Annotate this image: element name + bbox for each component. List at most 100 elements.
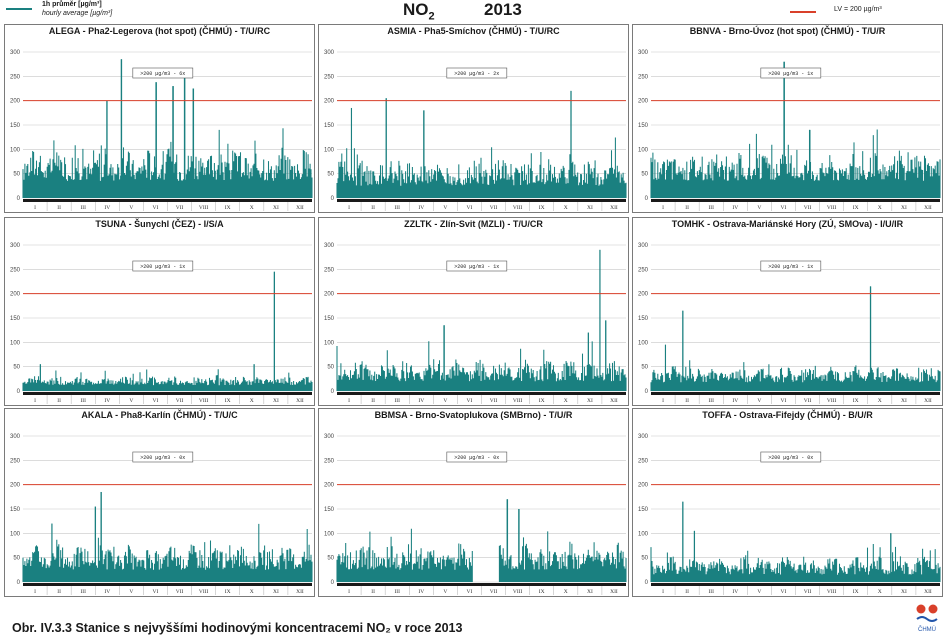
y-tick-label: 300 xyxy=(638,434,649,440)
figure-header: NO2 2013 xyxy=(0,0,945,22)
month-tick-label: III xyxy=(80,398,86,404)
y-tick-label: 50 xyxy=(13,556,20,562)
station-chart: BBNVA - Brno-Úvoz (hot spot) (ČHMÚ) - T/… xyxy=(632,24,943,213)
station-chart-title: ASMIA - Pha5-Smíchov (ČHMÚ) - T/U/RC xyxy=(387,26,560,36)
month-tick-label: II xyxy=(57,205,61,211)
station-chart-title: TOMHK - Ostrava-Mariánské Hory (ZÚ, SMOv… xyxy=(671,219,904,229)
month-tick-label: IV xyxy=(732,398,738,404)
y-tick-label: 200 xyxy=(324,292,335,298)
y-tick-label: 200 xyxy=(638,292,649,298)
month-tick-label: IX xyxy=(853,205,859,211)
month-tick-label: X xyxy=(250,398,254,404)
month-tick-label: VIII xyxy=(513,589,523,595)
exceedance-box xyxy=(446,67,508,79)
time-axis-bar xyxy=(337,199,626,202)
month-tick-label: VIII xyxy=(827,398,837,404)
exceedance-label: >200 µg/m3 - 0x xyxy=(768,455,813,461)
y-tick-label: 300 xyxy=(10,50,21,56)
y-tick-label: 150 xyxy=(10,123,21,129)
month-tick-label: XII xyxy=(296,589,304,595)
month-tick-label: VI xyxy=(153,589,159,595)
limit-legend-swatch xyxy=(790,11,816,13)
month-tick-label: IV xyxy=(732,205,738,211)
month-tick-label: II xyxy=(57,398,61,404)
y-tick-label: 250 xyxy=(638,267,649,273)
exceedance-label: >200 µg/m3 - 1x xyxy=(140,264,185,270)
month-tick-label: IX xyxy=(225,589,231,595)
y-tick-label: 0 xyxy=(17,196,21,202)
month-tick-label: XII xyxy=(296,205,304,211)
y-tick-label: 200 xyxy=(10,292,21,298)
y-tick-label: 0 xyxy=(645,389,649,395)
month-tick-label: VI xyxy=(781,589,787,595)
y-tick-label: 150 xyxy=(10,316,21,322)
month-tick-label: I xyxy=(34,398,36,404)
y-tick-label: 50 xyxy=(641,172,648,178)
month-tick-label: II xyxy=(685,589,689,595)
y-tick-label: 250 xyxy=(638,74,649,80)
chart-grid: ALEGA - Pha2-Legerova (hot spot) (ČHMÚ) … xyxy=(0,22,945,604)
month-tick-label: X xyxy=(878,589,882,595)
station-chart-title: TSUNA - Šunychl (ČEZ) - I/S/A xyxy=(95,219,224,229)
month-tick-label: V xyxy=(757,205,761,211)
month-tick-label: XI xyxy=(273,398,279,404)
y-tick-label: 0 xyxy=(645,196,649,202)
month-tick-label: XI xyxy=(901,398,907,404)
station-chart: AKALA - Pha8-Karlín (ČHMÚ) - T/U/C 0 50 100… xyxy=(4,408,315,597)
exceedance-box xyxy=(132,260,194,272)
y-tick-label: 50 xyxy=(13,172,20,178)
y-tick-label: 150 xyxy=(324,123,335,129)
month-tick-label: V xyxy=(129,205,133,211)
month-tick-label: II xyxy=(371,589,375,595)
month-tick-label: IV xyxy=(418,205,424,211)
month-tick-label: IX xyxy=(539,589,545,595)
month-tick-label: V xyxy=(757,589,761,595)
station-chart: TOMHK - Ostrava-Mariánské Hory (ZÚ, SMOv… xyxy=(632,217,943,406)
series-legend: 1h průměr [µg/m³] hourly average [µg/m³] xyxy=(6,1,166,21)
month-tick-label: V xyxy=(443,205,447,211)
month-tick-label: V xyxy=(757,398,761,404)
y-tick-label: 50 xyxy=(13,365,20,371)
month-tick-label: XII xyxy=(610,205,618,211)
station-chart-title: AKALA - Pha8-Karlín (ČHMÚ) - T/U/C xyxy=(81,410,238,420)
month-tick-label: III xyxy=(708,589,714,595)
time-axis-bar xyxy=(23,392,312,395)
month-tick-label: X xyxy=(250,205,254,211)
hourly-series xyxy=(336,499,627,582)
month-tick-label: VII xyxy=(490,589,498,595)
time-axis-bar xyxy=(651,199,940,202)
month-tick-label: IV xyxy=(104,205,110,211)
y-tick-label: 100 xyxy=(324,340,335,346)
y-tick-label: 200 xyxy=(638,483,649,489)
month-tick-label: IV xyxy=(104,398,110,404)
month-tick-label: VI xyxy=(153,205,159,211)
month-tick-label: VII xyxy=(176,398,184,404)
y-tick-label: 50 xyxy=(327,172,334,178)
chmu-logo: ČHMÚ xyxy=(914,602,940,634)
month-tick-label: V xyxy=(443,398,447,404)
month-tick-label: III xyxy=(80,589,86,595)
month-tick-label: X xyxy=(250,589,254,595)
y-tick-label: 0 xyxy=(331,196,335,202)
month-tick-label: III xyxy=(394,398,400,404)
month-tick-label: VII xyxy=(804,205,812,211)
hourly-series xyxy=(336,90,627,198)
series-legend-label: 1h průměr [µg/m³] xyxy=(42,1,102,8)
y-tick-label: 50 xyxy=(327,365,334,371)
month-tick-label: VII xyxy=(176,589,184,595)
y-tick-label: 300 xyxy=(324,434,335,440)
station-chart: ALEGA - Pha2-Legerova (hot spot) (ČHMÚ) … xyxy=(4,24,315,213)
series-legend-swatch xyxy=(6,8,32,10)
station-chart-title: ALEGA - Pha2-Legerova (hot spot) (ČHMÚ) … xyxy=(48,26,271,36)
month-tick-label: IX xyxy=(539,205,545,211)
month-tick-label: VIII xyxy=(513,398,523,404)
time-axis-bar xyxy=(651,392,940,395)
exceedance-label: >200 µg/m3 - 2x xyxy=(454,71,499,77)
month-tick-label: IX xyxy=(853,589,859,595)
pollutant-subscript: 2 xyxy=(428,10,435,23)
exceedance-box xyxy=(760,67,822,79)
month-tick-label: I xyxy=(34,205,36,211)
month-tick-label: VIII xyxy=(827,589,837,595)
